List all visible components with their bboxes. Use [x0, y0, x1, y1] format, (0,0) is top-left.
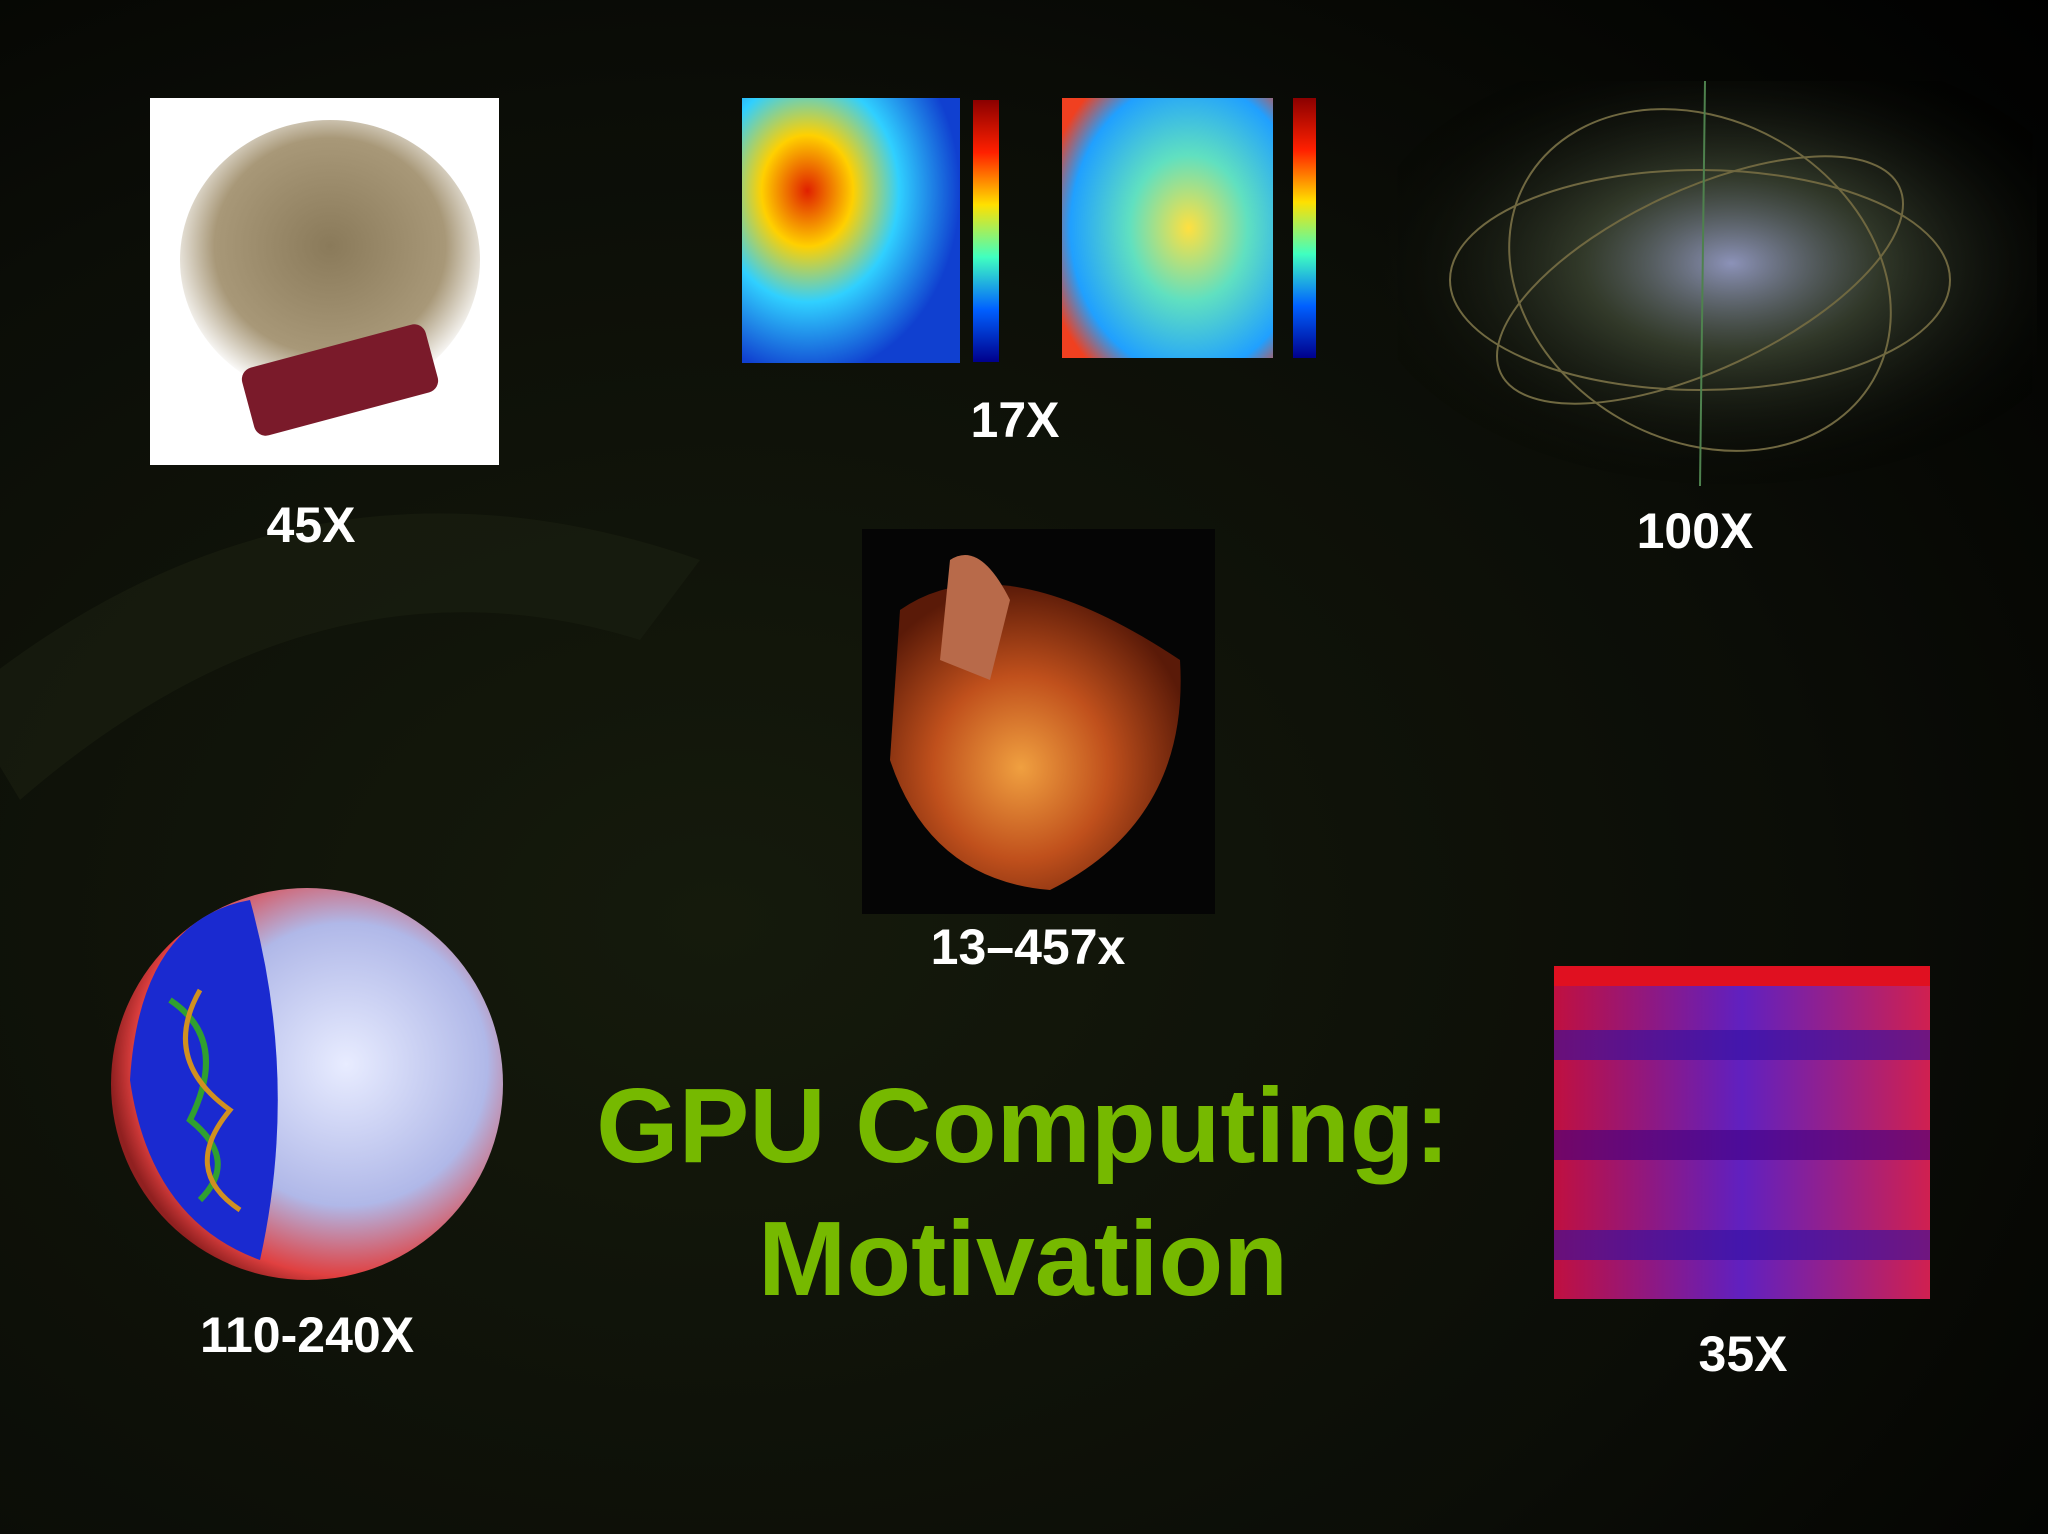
figure-label: 110-240X: [200, 1307, 414, 1363]
slide-title: GPU Computing:: [596, 1067, 1450, 1185]
figure-label: 45X: [267, 497, 356, 553]
figure-label: 17X: [971, 392, 1060, 448]
heatmap-images: [742, 98, 1316, 363]
particle-image: [1358, 80, 2037, 487]
figure-label: 35X: [1699, 1326, 1788, 1382]
slide-title: Motivation: [758, 1200, 1288, 1318]
blocks-image: [1554, 966, 1930, 1299]
figure-label: 100X: [1637, 503, 1754, 559]
backdrop-swoosh: [0, 513, 700, 800]
head-image: [150, 98, 499, 465]
figure-label: 13–457x: [931, 919, 1126, 975]
heart-image: [862, 529, 1215, 914]
virus-image: [111, 888, 503, 1280]
